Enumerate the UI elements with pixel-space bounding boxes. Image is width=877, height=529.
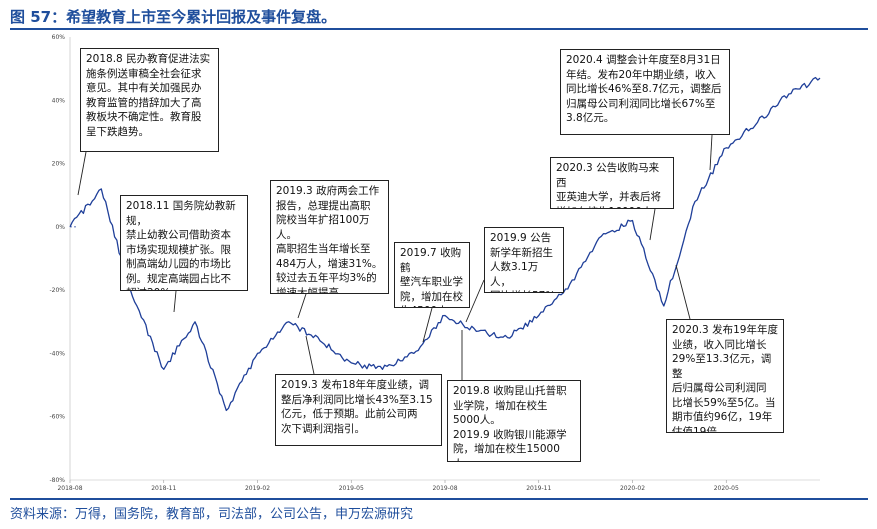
annotation-leader-line [297,293,307,319]
y-tick-label: 0% [55,224,65,231]
x-tick-label: 2019-11 [526,485,551,492]
x-tick-label: 2018-08 [57,485,82,492]
annotation-leader-line [649,208,656,241]
annotation-leader-line [77,151,87,196]
event-annotation: 2020.4 调整会计年度至8月31日 年结。发布20年中期业绩，收入 同比增长… [560,49,730,135]
event-annotation: 2019.8 收购昆山托普职 业学院，增加在校生 5000人。 2019.9 收… [447,380,581,462]
event-annotation: 2020.3 公告收购马来西 亚英迪大学，并表后将 增加在校生16000人。 [550,157,674,209]
annotation-leader-line [173,290,177,313]
x-tick-label: 2018-11 [151,485,176,492]
event-annotation: 2018.11 国务院幼教新规， 禁止幼教公司借助资本 市场实现规模扩张。限 制… [120,195,248,291]
annotation-leader-line [465,279,485,323]
source-note: 资料来源：万得，国务院，教育部，司法部，公司公告，申万宏源研究 [10,507,414,522]
event-annotation: 2018.8 民办教育促进法实 施条例送审稿全社会征求 意见。其中有关加强民办 … [80,48,219,152]
return-series-line [69,76,821,412]
x-tick-label: 2019-05 [339,485,364,492]
annotation-leader-line [709,134,713,171]
event-annotation: 2019.3 政府两会工作 报告，总理提出高职 院校当年扩招100万人。 高职招… [270,180,389,294]
x-tick-label: 2020-02 [620,485,645,492]
annotation-leader-line [422,307,433,343]
y-tick-label: 20% [52,161,66,168]
y-tick-label: 40% [52,97,66,104]
event-annotation: 2020.3 发布19年年度 业绩，收入同比增长 29%至13.3亿元，调整 后… [666,319,784,433]
event-annotation: 2019.3 发布18年年度业绩，调 整后净利润同比增长43%至3.15 亿元，… [275,374,442,446]
event-annotation: 2019.9 公告 新学年新招生 人数3.1万人， 同比增长57% [484,227,564,293]
y-tick-label: -60% [49,414,65,421]
x-tick-label: 2019-08 [432,485,457,492]
y-tick-label: -20% [49,287,65,294]
y-tick-label: 60% [52,34,66,41]
event-annotation: 2019.7 收购鹤 壁汽车职业学 院，增加在校 生4500人。 [394,242,470,308]
title-rule [10,28,868,30]
source-rule [10,498,868,500]
y-tick-label: -40% [49,350,65,357]
page-title: 图 57：希望教育上市至今累计回报及事件复盘。 [10,8,337,26]
y-tick-label: -80% [49,477,65,484]
annotation-leader-line [305,335,315,375]
annotation-leader-line [675,264,691,320]
x-tick-label: 2019-02 [245,485,270,492]
x-tick-label: 2020-05 [714,485,739,492]
